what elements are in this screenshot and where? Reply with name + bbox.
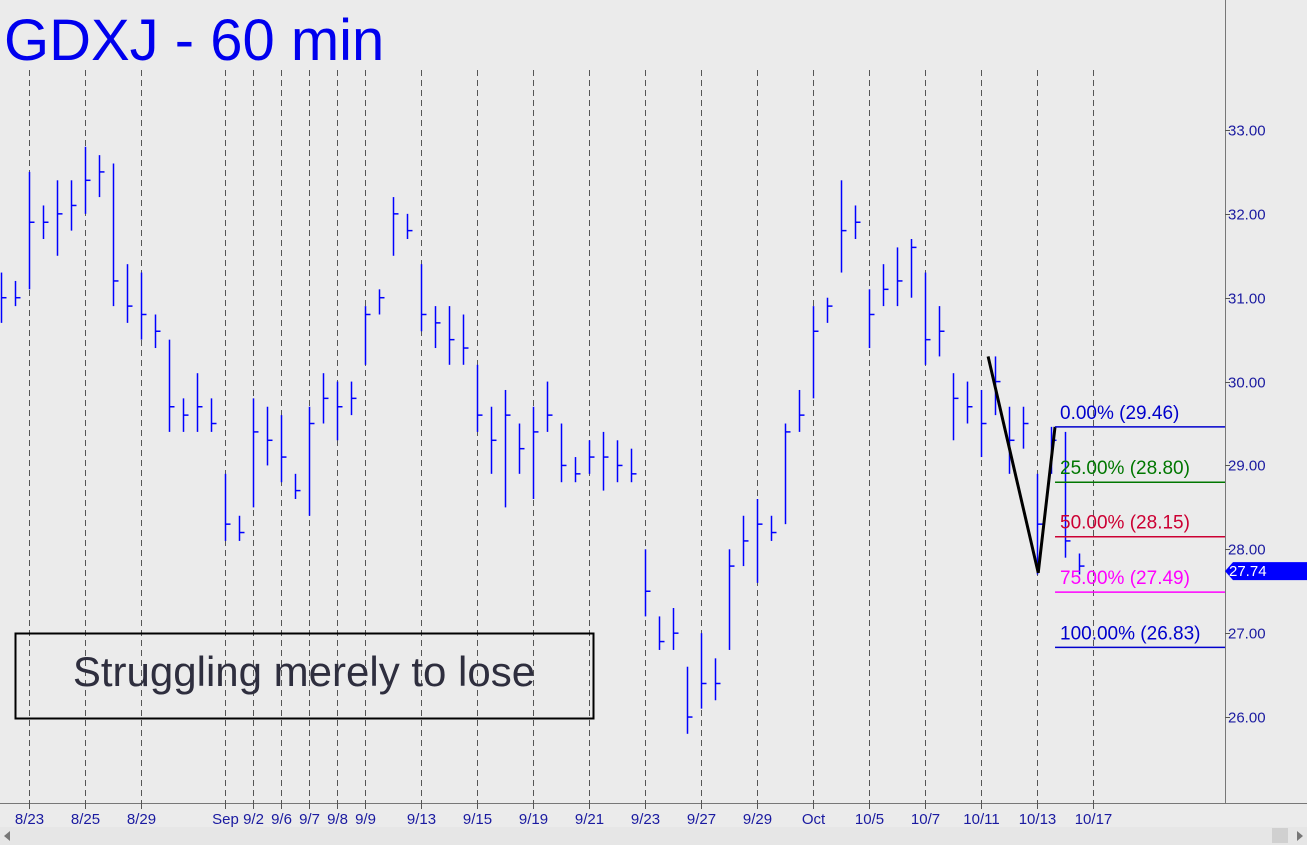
- x-tick-label: 9/6: [271, 811, 292, 828]
- bars: [0, 146, 1085, 734]
- x-tick-label: 9/7: [299, 811, 320, 828]
- annotation: Struggling merely to lose: [73, 648, 535, 695]
- x-tick-label: 8/23: [15, 811, 44, 828]
- overlay: 0.00% (29.46) 25.00% (28.80) 50.00% (28.15…: [986, 356, 1307, 649]
- y-tick-label: 32.00: [1228, 207, 1266, 224]
- x-tick-label: 9/15: [463, 811, 492, 828]
- x-tick-label: Sep: [212, 811, 239, 828]
- y-tick-label: 30.00: [1228, 375, 1266, 392]
- y-tick-label: 33.00: [1228, 123, 1266, 140]
- x-tick-label: 8/29: [127, 811, 156, 828]
- x-tick-label: 9/13: [407, 811, 436, 828]
- fib-label: 50.00% (28.15): [1060, 513, 1190, 534]
- x-tick-label: 10/5: [855, 811, 884, 828]
- x-tick-label: 9/23: [631, 811, 660, 828]
- x-tick-label: 9/21: [575, 811, 604, 828]
- x-tick-label: 9/9: [355, 811, 376, 828]
- scroll-left[interactable]: [4, 831, 10, 841]
- scrollbar[interactable]: [0, 827, 1307, 845]
- x-tick-label: 8/25: [71, 811, 100, 828]
- x-tick-label: 9/29: [743, 811, 772, 828]
- x-tick-label: 9/2: [243, 811, 264, 828]
- x-tick-label: 10/11: [963, 811, 999, 828]
- chart-title: GDXJ - 60 min: [4, 8, 384, 73]
- x-tick-label: 9/27: [687, 811, 716, 828]
- y-tick-label: 28.00: [1228, 542, 1266, 559]
- x-tick-label: Oct: [802, 811, 826, 828]
- fib-label: 25.00% (28.80): [1060, 458, 1190, 479]
- fib-label: 0.00% (29.46): [1060, 403, 1179, 424]
- y-tick-label: 31.00: [1228, 291, 1266, 308]
- pattern-line: [986, 356, 1057, 574]
- scrollbar-track[interactable]: [0, 827, 1307, 845]
- y-tick-label: 27.00: [1228, 626, 1266, 643]
- last-price-label: 27.74: [1229, 563, 1267, 580]
- scrollbar-thumb[interactable]: [1272, 828, 1288, 843]
- x-tick-label: 10/13: [1019, 811, 1057, 828]
- x-tick-label: 9/8: [327, 811, 348, 828]
- x-tick-label: 10/7: [911, 811, 940, 828]
- y-tick-label: 29.00: [1228, 458, 1266, 475]
- scroll-right[interactable]: [1297, 831, 1303, 841]
- last-price-tag: [1225, 562, 1307, 581]
- annotation-box: [14, 632, 595, 720]
- fib-label: 100.00% (26.83): [1060, 623, 1201, 644]
- y-tick-label: 26.00: [1228, 710, 1266, 727]
- fib-label: 75.00% (27.49): [1060, 568, 1190, 589]
- x-tick-label: 9/19: [519, 811, 548, 828]
- x-tick-label: 10/17: [1075, 811, 1113, 828]
